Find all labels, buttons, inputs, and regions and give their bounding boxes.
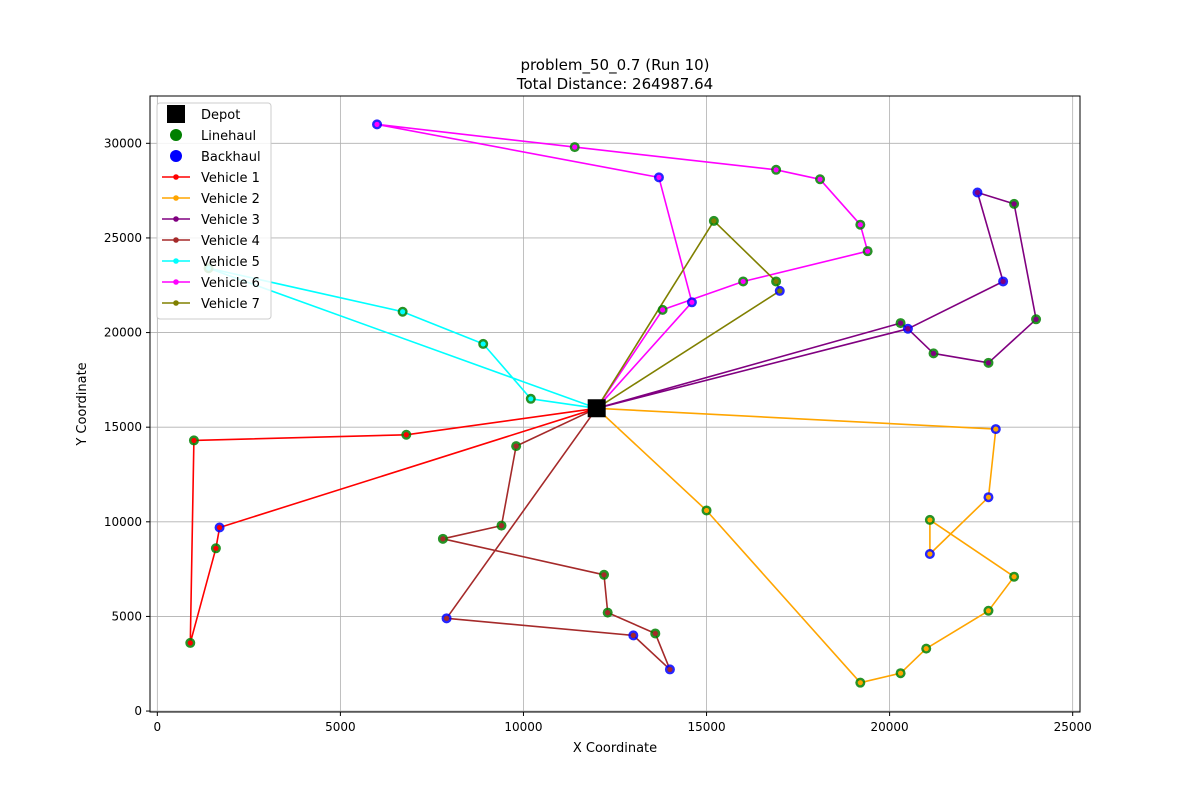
chart-subtitle: Total Distance: 264987.64 [516, 75, 713, 93]
legend-entry-label: Vehicle 4 [201, 234, 260, 249]
route-marker-vehicle-2 [897, 670, 904, 676]
route-marker-vehicle-3 [1000, 278, 1006, 285]
route-marker-vehicle-2 [927, 517, 933, 523]
route-marker-vehicle-3 [1011, 201, 1017, 207]
legend-backhaul-marker [170, 150, 182, 162]
legend-box [156, 102, 272, 320]
route-marker-vehicle-6 [689, 299, 695, 305]
route-marker-vehicle-4 [652, 630, 658, 637]
route-marker-vehicle-7 [777, 288, 783, 294]
x-tick-label: 5000 [325, 720, 356, 734]
depot-square [587, 399, 606, 418]
legend-route-marker-6 [173, 279, 179, 285]
x-tick-label: 25000 [1054, 720, 1092, 734]
y-tick-label: 0 [134, 704, 142, 718]
route-marker-vehicle-2 [993, 426, 999, 432]
route-marker-vehicle-6 [857, 222, 863, 228]
legend: Depot Linehaul Backhaul Vehicle 1 Vehicle 2 V… [156, 102, 272, 320]
legend-entry-label: Vehicle 5 [201, 255, 260, 270]
x-tick-label: 10000 [504, 720, 542, 734]
route-marker-vehicle-6 [572, 144, 578, 150]
route-marker-vehicle-6 [374, 121, 380, 127]
legend-route-marker-2 [173, 195, 179, 201]
route-marker-vehicle-5 [480, 341, 486, 347]
route-marker-vehicle-2 [703, 507, 710, 514]
route-marker-vehicle-2 [857, 680, 863, 686]
plot-frame [149, 95, 1081, 713]
legend-route-marker-3 [173, 216, 179, 222]
route-marker-vehicle-5 [400, 309, 406, 315]
route-marker-vehicle-6 [773, 167, 779, 173]
legend-route-marker-5 [173, 258, 179, 264]
route-marker-vehicle-4 [440, 536, 446, 542]
legend-entry-label: Backhaul [201, 150, 261, 165]
route-line-vehicle-2 [596, 407, 1015, 684]
route-marker-vehicle-6 [865, 248, 871, 254]
route-marker-vehicle-2 [985, 608, 992, 614]
x-tick-label: 20000 [871, 720, 909, 734]
y-axis-label: Y Coordinate [75, 362, 90, 446]
route-marker-vehicle-1 [191, 437, 197, 444]
route-marker-vehicle-6 [656, 174, 662, 180]
route-marker-vehicle-3 [930, 350, 937, 356]
x-axis-label: X Coordinate [573, 741, 657, 756]
route-marker-vehicle-4 [667, 666, 673, 673]
route-marker-vehicle-4 [601, 572, 607, 578]
route-marker-vehicle-3 [897, 320, 904, 326]
legend-entry-label: Vehicle 1 [201, 171, 260, 186]
grid [150, 96, 1080, 712]
route-marker-vehicle-4 [443, 615, 450, 621]
y-tick-label: 30000 [104, 136, 142, 150]
route-marker-vehicle-5 [528, 396, 534, 402]
legend-entry-label: Linehaul [201, 129, 256, 144]
y-tick-label: 15000 [104, 420, 142, 434]
route-marker-vehicle-1 [403, 432, 409, 438]
route-marker-vehicle-3 [985, 360, 992, 366]
legend-route-marker-4 [173, 237, 179, 243]
legend-depot-marker [167, 105, 185, 123]
legend-linehaul-marker [170, 129, 182, 141]
legend-entry-label: Vehicle 3 [201, 213, 260, 228]
route-marker-vehicle-6 [740, 278, 746, 285]
route-marker-vehicle-7 [711, 218, 717, 224]
route-marker-vehicle-6 [817, 176, 823, 182]
route-marker-vehicle-4 [605, 610, 611, 616]
route-marker-vehicle-3 [974, 189, 981, 196]
route-marker-vehicle-7 [773, 278, 779, 285]
route-marker-vehicle-3 [905, 326, 911, 332]
y-tick-label: 20000 [104, 326, 142, 340]
axis-ticks: 0 5000 10000 15000 20000 25000 0 5000 10000 15000… [104, 136, 1092, 734]
route-marker-vehicle-2 [1011, 574, 1017, 580]
y-tick-label: 10000 [104, 515, 142, 529]
route-marker-vehicle-1 [216, 524, 223, 531]
legend-entry-label: Vehicle 7 [201, 297, 260, 312]
legend-route-marker-1 [173, 174, 179, 180]
route-marker-vehicle-1 [187, 640, 193, 646]
route-marker-vehicle-2 [923, 646, 929, 652]
route-line-vehicle-5 [207, 267, 597, 410]
route-marker-vehicle-2 [985, 494, 992, 500]
legend-entry-label: Vehicle 6 [201, 276, 260, 291]
legend-entry-label: Vehicle 2 [201, 192, 260, 207]
route-line-vehicle-6 [376, 123, 869, 409]
y-tick-label: 5000 [111, 609, 142, 623]
depot-marker [587, 399, 606, 418]
route-marker-vehicle-1 [213, 545, 219, 551]
route-marker-vehicle-3 [1033, 316, 1039, 322]
y-tick-label: 25000 [104, 231, 142, 245]
route-marker-vehicle-4 [498, 522, 505, 529]
route-marker-vehicle-4 [630, 632, 636, 638]
route-marker-vehicle-4 [513, 443, 519, 449]
legend-route-marker-7 [173, 300, 179, 306]
legend-entry-label: Depot [201, 108, 240, 123]
route-marker-vehicle-2 [927, 551, 933, 557]
route-marker-vehicle-6 [659, 307, 666, 313]
x-tick-label: 15000 [687, 720, 725, 734]
x-tick-label: 0 [154, 720, 162, 734]
chart-title: problem_50_0.7 (Run 10) [520, 56, 709, 75]
